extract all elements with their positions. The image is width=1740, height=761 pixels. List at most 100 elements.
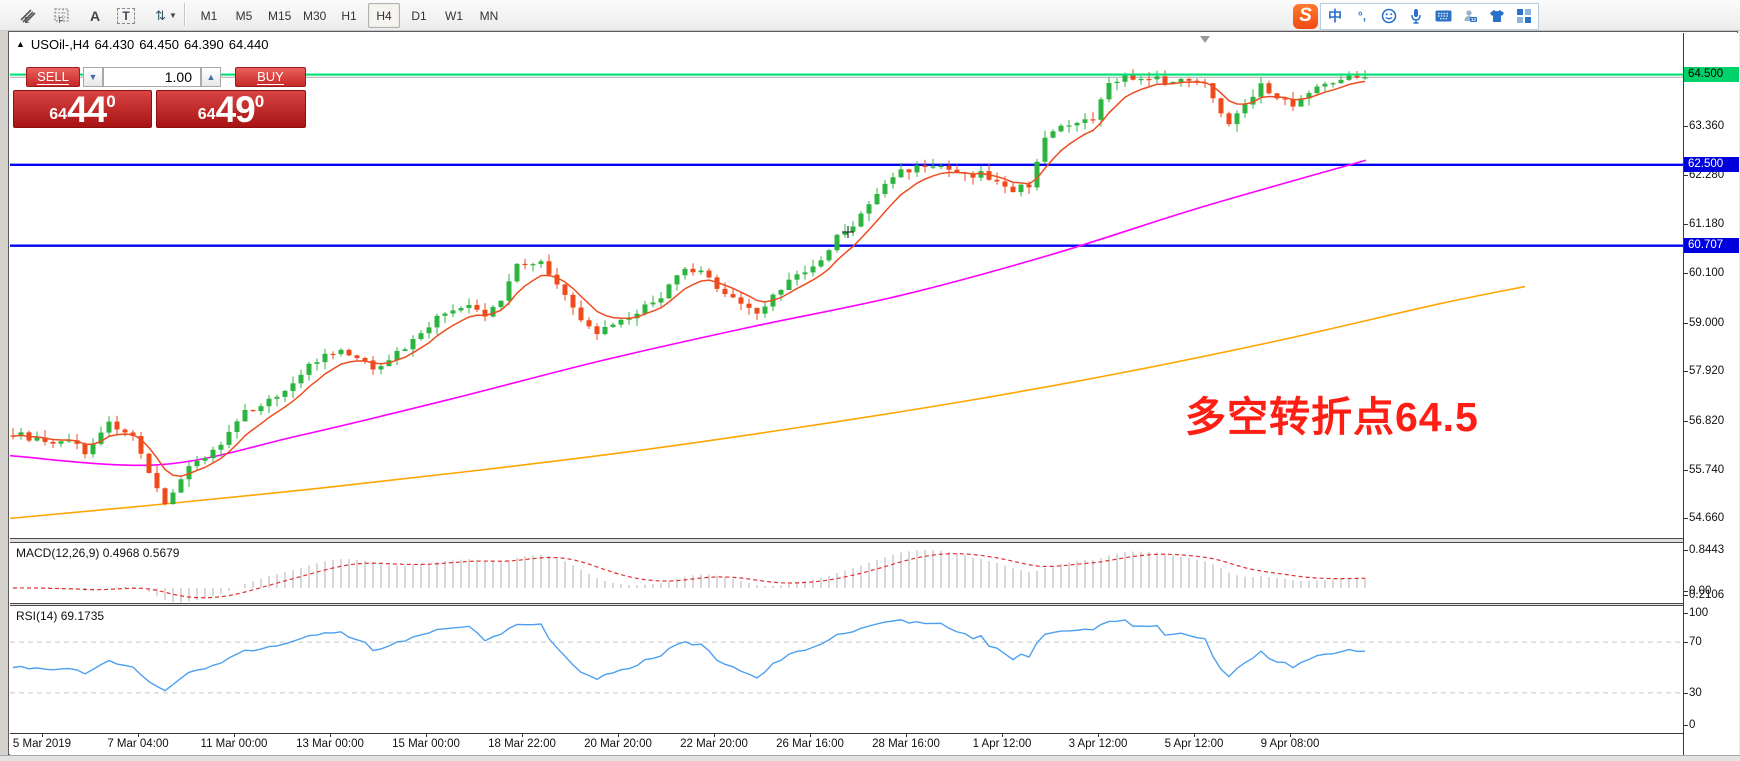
sell-price-display[interactable]: 64 44 0 — [13, 90, 152, 128]
account-icon[interactable]: 12 — [1461, 7, 1479, 25]
timeframe-button-h1[interactable]: H1 — [341, 8, 357, 23]
timeframe-button-m30[interactable]: M30 — [303, 8, 327, 23]
time-tick — [1290, 734, 1291, 737]
time-tick-label: 26 Mar 16:00 — [776, 738, 844, 750]
time-tick-label: 11 Mar 00:00 — [200, 738, 268, 750]
macd-canvas[interactable] — [10, 543, 1683, 603]
grid-sub-letter: F — [58, 15, 64, 25]
chart-annotation-text: 多空转折点64.5 — [1185, 394, 1479, 440]
sell-price-big: 44 — [67, 89, 107, 130]
timeframe-button-m5[interactable]: M5 — [235, 8, 253, 23]
time-tick-label: 7 Mar 04:00 — [107, 738, 169, 750]
axis-tick — [1684, 591, 1688, 592]
timeframe-button-h4[interactable]: H4 — [368, 3, 400, 28]
time-tick-label: 20 Mar 20:00 — [584, 738, 652, 750]
emoji-icon[interactable] — [1380, 7, 1398, 25]
ime-toolbar: S 中 °, 12 — [1293, 2, 1539, 30]
timeframe-button-m15[interactable]: M15 — [268, 8, 292, 23]
time-tick — [426, 734, 427, 737]
macd-values: 0.4968 0.5679 — [102, 546, 180, 560]
sell-price-sup: 0 — [106, 92, 116, 111]
time-tick-label: 15 Mar 00:00 — [392, 738, 460, 750]
price-tick-label: 54.660 — [1689, 512, 1725, 525]
keyboard-icon[interactable] — [1434, 7, 1452, 25]
window-bottom-edge — [0, 755, 1740, 761]
time-tick — [138, 734, 139, 737]
time-tick-label: 5 Mar 2019 — [12, 738, 72, 750]
spin-up-icon: ▲ — [206, 72, 216, 82]
axis-tick — [1684, 322, 1688, 324]
skin-icon[interactable] — [1488, 7, 1506, 25]
price-tick-label: 57.920 — [1689, 365, 1725, 378]
rsi-value: 69.1735 — [60, 609, 105, 623]
toolbar-separator — [184, 3, 185, 26]
crayon-tool-button[interactable]: E — [8, 3, 48, 28]
buy-button[interactable]: BUY — [235, 67, 306, 87]
buy-price-big: 49 — [215, 89, 256, 130]
text-box-tool-button[interactable]: T — [108, 3, 144, 28]
axis-tick — [1684, 518, 1688, 520]
price-tick-label: 55.740 — [1689, 463, 1725, 476]
time-tick — [714, 734, 715, 737]
timeframe-button-d1[interactable]: D1 — [411, 8, 427, 23]
volume-input[interactable] — [103, 67, 201, 87]
time-tick — [1194, 734, 1195, 737]
time-tick — [618, 734, 619, 737]
volume-increase-button[interactable]: ▲ — [201, 67, 221, 87]
text-label-tool-button[interactable]: A — [78, 3, 112, 28]
buy-price-sup: 0 — [254, 92, 265, 111]
grid-icon — [54, 8, 69, 22]
spin-down-icon: ▼ — [88, 72, 98, 82]
arrange-tool-button[interactable]: ⇅ ▼ — [144, 3, 188, 28]
rsi-label: RSI(14) 69.1735 — [16, 609, 105, 623]
pane-separator[interactable] — [10, 538, 1738, 543]
ohlc-expander-icon[interactable]: ▲ — [16, 39, 25, 49]
time-tick-label: 5 Apr 12:00 — [1164, 738, 1224, 750]
price-tick-label: 61.180 — [1689, 218, 1725, 231]
timeframe-button-m1[interactable]: M1 — [200, 8, 218, 23]
time-tick-label: 18 Mar 22:00 — [488, 738, 556, 750]
buy-price-display[interactable]: 64 49 0 — [156, 90, 306, 128]
axis-tick — [1684, 613, 1688, 614]
timeframe-button-w1[interactable]: W1 — [445, 8, 463, 23]
symbol-label: USOil-,H4 — [30, 37, 90, 52]
pane-separator[interactable] — [10, 603, 1738, 606]
chart-shift-marker-icon[interactable] — [1200, 36, 1210, 43]
price-level-badge: 64.500 — [1684, 67, 1739, 83]
time-tick — [234, 734, 235, 737]
toolbox-icon[interactable] — [1515, 7, 1533, 25]
rsi-axis-label: 30 — [1689, 686, 1702, 699]
grid-tool-button[interactable]: F — [42, 3, 82, 28]
sogou-logo-icon[interactable]: S — [1293, 3, 1318, 29]
window-left-edge — [0, 31, 9, 761]
time-tick-label: 3 Apr 12:00 — [1068, 738, 1128, 750]
chevron-down-icon: ▼ — [168, 11, 177, 20]
macd-label: MACD(12,26,9) 0.4968 0.5679 — [16, 546, 180, 560]
time-tick — [1002, 734, 1003, 737]
svg-text:12: 12 — [1470, 17, 1476, 22]
price-tick-label: 60.100 — [1689, 267, 1725, 280]
chinese-mode-icon[interactable]: 中 — [1328, 8, 1342, 24]
volume-decrease-button[interactable]: ▼ — [83, 67, 103, 87]
axis-tick — [1684, 126, 1688, 127]
punctuation-icon[interactable]: °, — [1357, 9, 1367, 23]
timeframe-button-mn[interactable]: MN — [479, 8, 499, 23]
axis-tick — [1684, 642, 1688, 644]
sell-button[interactable]: SELL — [26, 67, 80, 87]
chart-title: ▲ USOil-,H4 64.430 64.450 64.390 64.440 — [16, 37, 274, 52]
rsi-canvas[interactable] — [10, 606, 1683, 733]
time-axis[interactable]: 5 Mar 2019 7 Mar 04:00 11 Mar 00:00 13 Mar … — [10, 733, 1683, 756]
microphone-icon[interactable] — [1407, 7, 1425, 25]
time-tick — [330, 734, 331, 737]
text-box-icon: T — [117, 7, 135, 24]
time-tick — [810, 734, 811, 737]
text-label-icon: A — [89, 7, 101, 24]
rsi-axis-label: 0 — [1689, 719, 1696, 731]
price-axis[interactable]: 63.360 62.280 61.180 60.100 59.000 57.920 56.8… — [1683, 33, 1739, 755]
axis-tick — [1684, 469, 1688, 471]
rsi-axis-label: 70 — [1689, 636, 1702, 649]
time-tick — [906, 734, 907, 737]
axis-tick — [1684, 725, 1688, 726]
price-level-badge: 60.707 — [1684, 238, 1739, 254]
